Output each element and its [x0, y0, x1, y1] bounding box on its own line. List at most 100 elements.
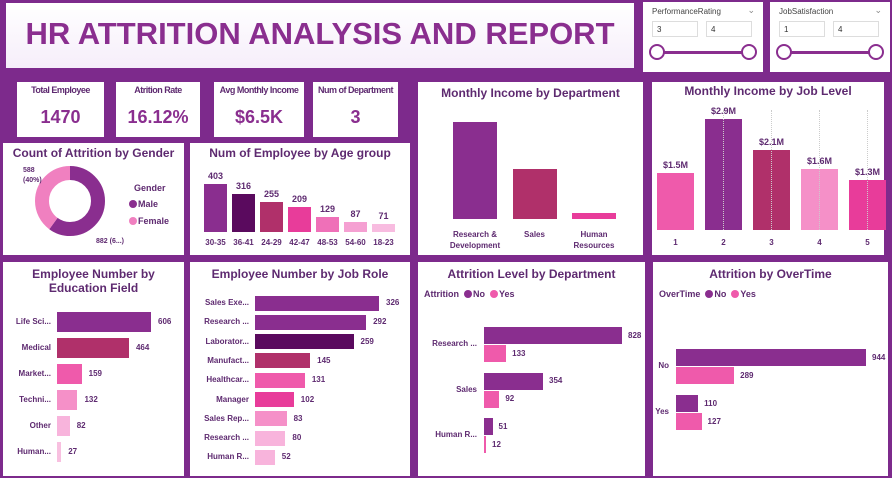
category-label: Market...: [18, 369, 51, 378]
attrition-by-overtime-chart[interactable]: Attrition by OverTime OverTime No Yes No 944…: [653, 262, 888, 476]
data-label: 92: [505, 394, 515, 403]
bar[interactable]: [57, 364, 82, 384]
chevron-down-icon[interactable]: ⌄: [874, 5, 882, 15]
bar[interactable]: [255, 314, 367, 330]
category-label: No: [658, 361, 669, 370]
data-label: 209: [291, 194, 308, 205]
legend-title: OverTime: [659, 289, 701, 299]
legend-label[interactable]: Male: [138, 199, 159, 209]
legend-item[interactable]: No: [714, 289, 727, 299]
bar[interactable]: [57, 312, 151, 332]
slicer-max-input[interactable]: 4: [833, 21, 879, 37]
slicer-min-input[interactable]: 1: [779, 21, 825, 37]
income-by-department-chart[interactable]: Monthly Income by Department Research & …: [418, 82, 643, 255]
legend-item[interactable]: Yes: [499, 289, 515, 299]
kpi-value: 16.12%: [127, 107, 189, 127]
attrition-by-department-chart[interactable]: Attrition Level by Department Attrition N…: [418, 262, 645, 476]
chart-title: Attrition Level by Department: [447, 267, 616, 281]
bar[interactable]: [512, 168, 557, 219]
category-label: Sales: [456, 384, 477, 394]
category-label: 5: [865, 238, 870, 247]
bar[interactable]: [204, 184, 227, 232]
bar[interactable]: [255, 411, 287, 427]
legend-title: Attrition: [424, 289, 459, 299]
kpi-value: 1470: [40, 107, 81, 127]
legend-dot-icon: [464, 290, 472, 298]
bar[interactable]: [484, 390, 500, 408]
bar[interactable]: [255, 295, 379, 311]
income-by-job-level-chart[interactable]: Monthly Income by Job Level $1.5M 1 $2.9M 2…: [652, 82, 886, 255]
data-label: 12: [492, 439, 501, 449]
bar[interactable]: [288, 207, 311, 232]
bar[interactable]: [255, 449, 275, 465]
bar[interactable]: [572, 212, 616, 219]
slider-min-handle[interactable]: [776, 44, 792, 60]
category-label: 48-53: [317, 238, 338, 247]
legend-dot-icon: [490, 290, 498, 298]
data-label: 51: [498, 421, 508, 431]
legend-item[interactable]: No: [473, 289, 485, 299]
bar[interactable]: [57, 390, 78, 410]
bar[interactable]: [676, 349, 866, 366]
data-label: 828: [628, 330, 642, 340]
bar[interactable]: [484, 418, 493, 435]
bar[interactable]: [484, 327, 622, 344]
bar[interactable]: [57, 338, 129, 358]
bar[interactable]: [316, 216, 339, 232]
bar[interactable]: [255, 430, 286, 446]
legend-item: Female: [129, 216, 169, 226]
donut-slice-female[interactable]: [35, 166, 105, 236]
job-role-chart[interactable]: Employee Number by Job Role 326 Sales Exe…: [190, 262, 410, 476]
bar[interactable]: [255, 392, 294, 407]
bar[interactable]: [255, 334, 354, 350]
bar[interactable]: [484, 436, 486, 453]
category-label: Research ...: [432, 339, 477, 348]
gender-donut-chart[interactable]: Count of Attrition by Gender 588 (40%) 88…: [3, 143, 184, 255]
bar[interactable]: [260, 201, 283, 232]
category-label: 3: [769, 238, 774, 247]
bar[interactable]: [484, 372, 543, 390]
bar[interactable]: [57, 416, 70, 436]
bar[interactable]: [657, 172, 694, 230]
bar[interactable]: [453, 122, 497, 219]
bar[interactable]: [372, 223, 395, 232]
category-label: 18-23: [373, 238, 394, 247]
donut: [35, 166, 105, 236]
slicer-min-input[interactable]: 3: [652, 21, 698, 37]
category-label: Research & Development: [449, 230, 501, 250]
category-label: 54-60: [345, 238, 366, 247]
job-satisfaction-slicer[interactable]: JobSatisfaction ⌄ 1 4: [770, 2, 890, 72]
category-label: Research ...: [204, 433, 249, 443]
performance-rating-slicer[interactable]: PerformanceRating ⌄ 3 4: [643, 2, 763, 72]
legend-item[interactable]: Yes: [740, 289, 756, 299]
chart-legend: OverTime No Yes: [659, 289, 756, 299]
slicer-max-input[interactable]: 4: [706, 21, 752, 37]
bar[interactable]: [676, 367, 735, 384]
bar[interactable]: [344, 221, 367, 232]
bar[interactable]: [255, 372, 305, 388]
data-label: 882 (6...): [96, 238, 125, 245]
bar[interactable]: [676, 395, 699, 412]
bar[interactable]: [676, 413, 702, 430]
data-label: 145: [317, 355, 331, 365]
data-label: 87: [350, 208, 361, 219]
data-label: 326: [386, 298, 400, 307]
data-label: 944: [872, 352, 886, 362]
slider-max-handle[interactable]: [741, 44, 757, 60]
kpi-label: Avg Monthly Income: [219, 85, 299, 95]
data-label: 255: [263, 188, 280, 199]
bar[interactable]: [484, 345, 507, 362]
chevron-down-icon[interactable]: ⌄: [747, 5, 755, 15]
chart-title: Employee Number by Education Field: [32, 267, 155, 295]
bar[interactable]: [255, 353, 311, 369]
data-label: 83: [293, 413, 303, 423]
category-label: Research ...: [204, 317, 249, 327]
bar[interactable]: [57, 442, 62, 462]
bar[interactable]: [232, 194, 255, 232]
age-group-chart[interactable]: Num of Employee by Age group 403 30-35 316…: [190, 143, 410, 255]
education-field-chart[interactable]: Employee Number by Education Field 606 Li…: [3, 262, 184, 476]
slider-max-handle[interactable]: [868, 44, 884, 60]
legend-label[interactable]: Female: [138, 216, 170, 226]
slider-min-handle[interactable]: [649, 44, 665, 60]
category-label: Laborator...: [205, 336, 249, 346]
